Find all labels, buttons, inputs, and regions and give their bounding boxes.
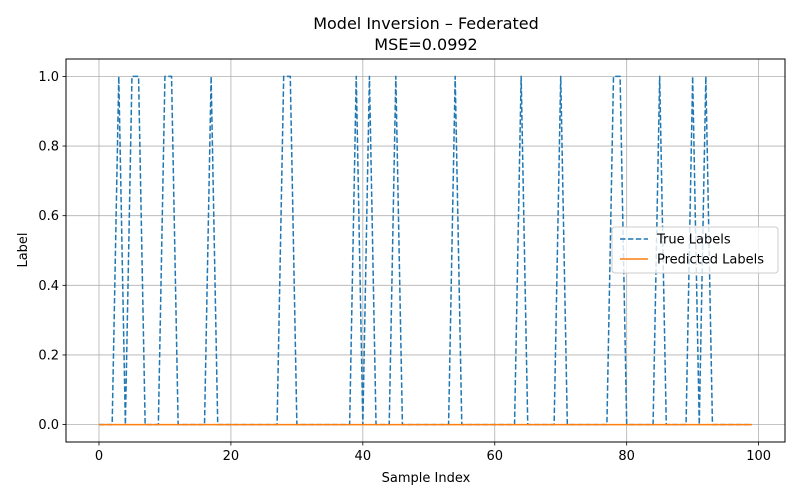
x-tick-label: 40 bbox=[355, 449, 372, 464]
x-tick-label: 20 bbox=[223, 449, 240, 464]
legend-label-true: True Labels bbox=[656, 233, 731, 248]
x-tick-label: 0 bbox=[95, 449, 103, 464]
x-tick-label: 80 bbox=[618, 449, 635, 464]
y-tick-label: 0.0 bbox=[38, 418, 59, 433]
y-tick-label: 0.4 bbox=[38, 279, 59, 294]
y-tick-label: 0.8 bbox=[38, 140, 59, 155]
chart-subtitle: MSE=0.0992 bbox=[374, 35, 477, 54]
x-tick-label: 60 bbox=[486, 449, 503, 464]
plot-frame bbox=[65, 58, 786, 443]
y-tick-label: 1.0 bbox=[38, 70, 59, 85]
x-tick-label: 100 bbox=[746, 449, 771, 464]
x-axis-label: Sample Index bbox=[382, 471, 471, 486]
series-lines bbox=[98, 75, 753, 426]
legend: True Labels Predicted Labels bbox=[611, 226, 779, 274]
legend-label-predicted: Predicted Labels bbox=[657, 253, 764, 268]
legend-box bbox=[611, 226, 779, 274]
y-tick-label: 0.2 bbox=[38, 348, 59, 363]
axis-ticks: 0 20 40 60 80 100 0.0 0.2 0.4 0.6 0.8 1.0 bbox=[38, 70, 771, 464]
y-tick-label: 0.6 bbox=[38, 209, 59, 224]
y-axis-label: Label bbox=[16, 232, 31, 267]
chart-title: Model Inversion – Federated bbox=[313, 14, 539, 33]
